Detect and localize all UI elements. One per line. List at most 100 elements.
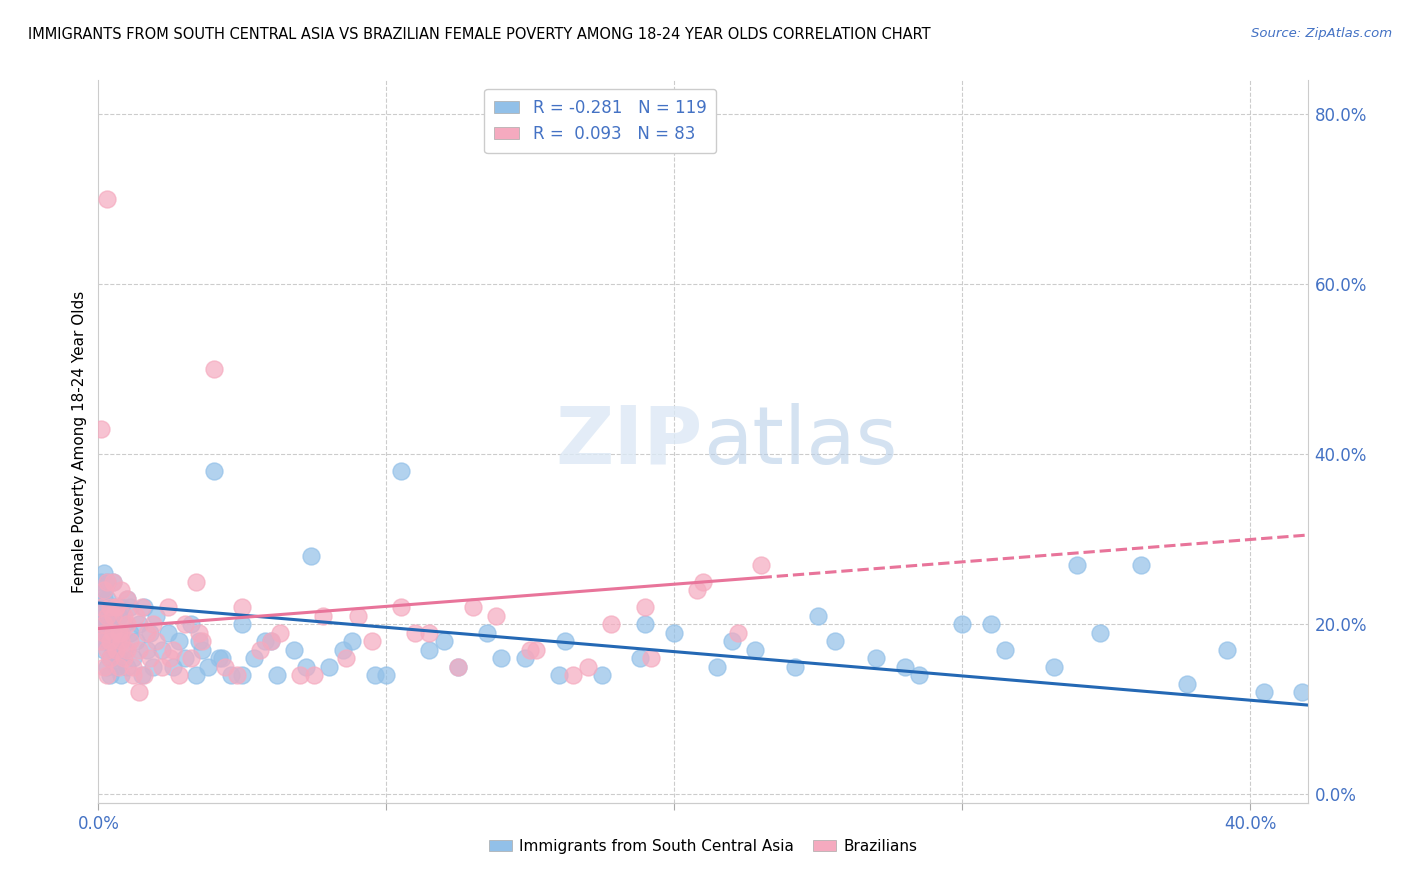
Point bbox=[519, 642, 541, 657]
Point bbox=[513, 651, 536, 665]
Point bbox=[461, 600, 484, 615]
Point bbox=[120, 625, 142, 640]
Point bbox=[692, 574, 714, 589]
Point bbox=[188, 634, 211, 648]
Point bbox=[335, 651, 357, 665]
Point bbox=[98, 617, 121, 632]
Point bbox=[312, 608, 335, 623]
Point bbox=[115, 642, 138, 657]
Point bbox=[599, 617, 621, 632]
Point bbox=[98, 651, 121, 665]
Point bbox=[96, 574, 118, 589]
Point bbox=[107, 608, 129, 623]
Point bbox=[640, 651, 662, 665]
Point bbox=[554, 634, 576, 648]
Point bbox=[162, 642, 184, 657]
Point bbox=[202, 362, 225, 376]
Point bbox=[576, 660, 599, 674]
Point bbox=[266, 668, 288, 682]
Point bbox=[145, 608, 167, 623]
Point bbox=[122, 651, 145, 665]
Point bbox=[186, 668, 208, 682]
Point bbox=[173, 617, 195, 632]
Point bbox=[824, 634, 846, 648]
Point bbox=[389, 600, 412, 615]
Point bbox=[225, 668, 247, 682]
Point bbox=[134, 600, 156, 615]
Point bbox=[101, 642, 124, 657]
Point bbox=[110, 583, 132, 598]
Point bbox=[122, 660, 145, 674]
Point bbox=[110, 600, 132, 615]
Point bbox=[139, 625, 162, 640]
Point bbox=[1043, 660, 1066, 674]
Point bbox=[131, 668, 153, 682]
Point bbox=[96, 660, 118, 674]
Point bbox=[211, 651, 233, 665]
Point bbox=[120, 600, 142, 615]
Point bbox=[128, 685, 150, 699]
Text: atlas: atlas bbox=[703, 402, 897, 481]
Point bbox=[93, 660, 115, 674]
Point bbox=[404, 625, 426, 640]
Point bbox=[634, 600, 657, 615]
Point bbox=[628, 651, 651, 665]
Point bbox=[491, 651, 513, 665]
Point bbox=[90, 422, 112, 436]
Point bbox=[785, 660, 807, 674]
Point bbox=[418, 625, 440, 640]
Point bbox=[90, 574, 112, 589]
Point bbox=[96, 600, 118, 615]
Point bbox=[134, 668, 156, 682]
Point bbox=[107, 625, 129, 640]
Point bbox=[186, 574, 208, 589]
Point bbox=[90, 617, 112, 632]
Point bbox=[120, 634, 142, 648]
Point bbox=[288, 668, 311, 682]
Point bbox=[115, 660, 138, 674]
Point bbox=[112, 608, 135, 623]
Text: IMMIGRANTS FROM SOUTH CENTRAL ASIA VS BRAZILIAN FEMALE POVERTY AMONG 18-24 YEAR : IMMIGRANTS FROM SOUTH CENTRAL ASIA VS BR… bbox=[28, 27, 931, 42]
Point bbox=[260, 634, 283, 648]
Point bbox=[304, 668, 326, 682]
Point bbox=[865, 651, 887, 665]
Point bbox=[283, 642, 305, 657]
Point bbox=[197, 660, 219, 674]
Point bbox=[115, 591, 138, 606]
Point bbox=[101, 608, 124, 623]
Point bbox=[96, 617, 118, 632]
Point bbox=[101, 625, 124, 640]
Point bbox=[90, 634, 112, 648]
Point bbox=[93, 608, 115, 623]
Point bbox=[104, 600, 127, 615]
Point bbox=[433, 634, 456, 648]
Point bbox=[191, 634, 214, 648]
Point bbox=[301, 549, 323, 564]
Point bbox=[727, 625, 749, 640]
Point bbox=[104, 600, 127, 615]
Point bbox=[1066, 558, 1088, 572]
Point bbox=[260, 634, 283, 648]
Point bbox=[150, 660, 173, 674]
Point bbox=[96, 591, 118, 606]
Point bbox=[125, 634, 148, 648]
Point bbox=[1175, 677, 1198, 691]
Point bbox=[90, 600, 112, 615]
Point bbox=[136, 625, 159, 640]
Point bbox=[96, 668, 118, 682]
Point bbox=[122, 668, 145, 682]
Point bbox=[294, 660, 316, 674]
Point bbox=[1291, 685, 1313, 699]
Point bbox=[145, 634, 167, 648]
Point bbox=[96, 634, 118, 648]
Point bbox=[744, 642, 766, 657]
Point bbox=[98, 600, 121, 615]
Point bbox=[340, 634, 363, 648]
Point bbox=[93, 625, 115, 640]
Point bbox=[634, 617, 657, 632]
Point bbox=[749, 558, 772, 572]
Point bbox=[167, 634, 190, 648]
Point bbox=[104, 600, 127, 615]
Point bbox=[142, 617, 165, 632]
Point bbox=[364, 668, 387, 682]
